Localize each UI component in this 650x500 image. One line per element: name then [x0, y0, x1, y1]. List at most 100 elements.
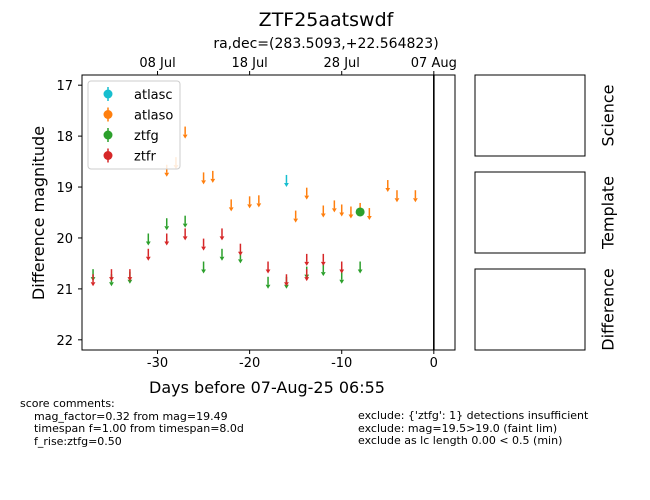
- limit-head: [385, 188, 391, 193]
- upper-limit-point: [304, 253, 310, 266]
- top-axis-tick-label: 28 Jul: [324, 56, 360, 71]
- limit-head: [320, 272, 326, 277]
- limit-head: [284, 182, 289, 187]
- limit-head: [366, 216, 372, 221]
- cutout-panel: [474, 171, 586, 254]
- upper-limit-point: [265, 276, 271, 289]
- limit-head: [127, 279, 133, 284]
- upper-limit-point: [357, 261, 363, 274]
- cutout-panel: [474, 74, 586, 157]
- upper-limit-point: [320, 253, 326, 266]
- data-marks: [90, 126, 418, 289]
- limit-head: [357, 269, 363, 274]
- chart-title: ZTF25aatswdf: [259, 9, 395, 31]
- limit-head: [412, 198, 418, 203]
- legend-marker: [103, 130, 113, 140]
- limit-head: [201, 246, 206, 251]
- upper-limit-point: [412, 190, 418, 203]
- limit-head: [284, 282, 289, 287]
- limit-head: [238, 259, 243, 264]
- y-tick-label: 17: [56, 79, 73, 94]
- top-axis-tick-label: 18 Jul: [231, 56, 267, 71]
- limit-head: [201, 269, 206, 274]
- comment-line: score comments:: [20, 397, 115, 410]
- limit-head: [284, 284, 289, 289]
- upper-limit-point: [145, 233, 151, 246]
- legend: atlasc atlaso ztfg ztfr: [87, 80, 181, 170]
- upper-limit-point: [201, 172, 206, 185]
- upper-limit-point: [182, 215, 188, 228]
- limit-head: [331, 208, 337, 213]
- legend-marker: [103, 110, 113, 119]
- upper-limit-point: [293, 210, 299, 223]
- panel-label: Difference: [599, 268, 618, 350]
- upper-limit-point: [228, 199, 234, 212]
- upper-limit-point: [394, 190, 400, 203]
- upper-limit-point: [201, 238, 206, 251]
- cutout-panel: [474, 268, 586, 351]
- upper-limit-point: [90, 274, 96, 287]
- limit-head: [304, 261, 310, 266]
- comment-line: timespan f=1.00 from timespan=8.0d: [20, 422, 244, 435]
- y-tick-label: 21: [56, 283, 73, 298]
- limit-head: [320, 213, 326, 218]
- limit-head: [182, 236, 188, 241]
- upper-limit-point: [256, 195, 262, 208]
- top-axis-tick-label: 08 Jul: [139, 56, 175, 71]
- cutout-panels: Science Template Difference: [474, 74, 618, 351]
- comment-line: mag_factor=0.32 from mag=19.49: [20, 409, 228, 423]
- upper-limit-point: [182, 126, 188, 139]
- upper-limit-point: [201, 261, 206, 274]
- limit-head: [182, 134, 188, 139]
- detection-point: [355, 207, 365, 217]
- x-axis-label: Days before 07-Aug-25 06:55: [149, 378, 385, 397]
- upper-limit-point: [331, 200, 337, 213]
- limit-head: [145, 256, 151, 261]
- limit-head: [339, 212, 345, 217]
- upper-limit-point: [366, 208, 372, 221]
- upper-limit-point: [219, 248, 225, 261]
- comment-line: exclude as lc length 0.00 < 0.5 (min): [358, 434, 563, 447]
- top-axis-tick-label: 07 Aug: [411, 56, 457, 71]
- limit-head: [182, 223, 188, 228]
- limit-head: [164, 172, 170, 177]
- exclude-comments: exclude: {'ztfg': 1} detections insuffic…: [358, 409, 588, 448]
- y-axis-label: Difference magnitude: [29, 126, 48, 300]
- limit-head: [293, 218, 299, 223]
- limit-head: [256, 203, 262, 208]
- limit-head: [109, 282, 114, 287]
- limit-head: [394, 198, 400, 203]
- limit-head: [247, 204, 253, 209]
- upper-limit-point: [339, 261, 345, 274]
- legend-box: [87, 80, 181, 170]
- y-tick-label: 22: [56, 334, 73, 349]
- upper-limit-point: [210, 170, 216, 183]
- upper-limit-point: [164, 233, 170, 246]
- limit-head: [228, 207, 234, 212]
- upper-limit-point: [348, 206, 354, 219]
- upper-limit-point: [284, 174, 289, 187]
- limit-head: [320, 261, 326, 266]
- limit-head: [339, 279, 345, 284]
- limit-head: [164, 226, 170, 231]
- legend-marker: [103, 89, 113, 99]
- limit-head: [219, 256, 225, 261]
- comment-line: f_rise:ztfg=0.50: [20, 434, 122, 448]
- x-tick-label: -30: [147, 356, 168, 371]
- score-comments: score comments: mag_factor=0.32 from mag…: [20, 397, 244, 448]
- x-tick-label: -20: [239, 356, 260, 371]
- upper-limit-point: [265, 261, 271, 274]
- upper-limit-point: [339, 204, 345, 217]
- upper-limit-point: [385, 180, 391, 193]
- limit-head: [201, 180, 206, 185]
- panel-label: Template: [599, 176, 618, 250]
- limit-head: [265, 284, 271, 289]
- upper-limit-point: [164, 218, 170, 231]
- upper-limit-point: [247, 196, 253, 209]
- upper-limit-point: [182, 228, 188, 241]
- y-tick-label: 19: [56, 181, 73, 196]
- upper-limit-point: [320, 205, 326, 218]
- limit-head: [145, 241, 151, 246]
- y-tick-label: 18: [56, 130, 73, 145]
- limit-head: [348, 214, 354, 219]
